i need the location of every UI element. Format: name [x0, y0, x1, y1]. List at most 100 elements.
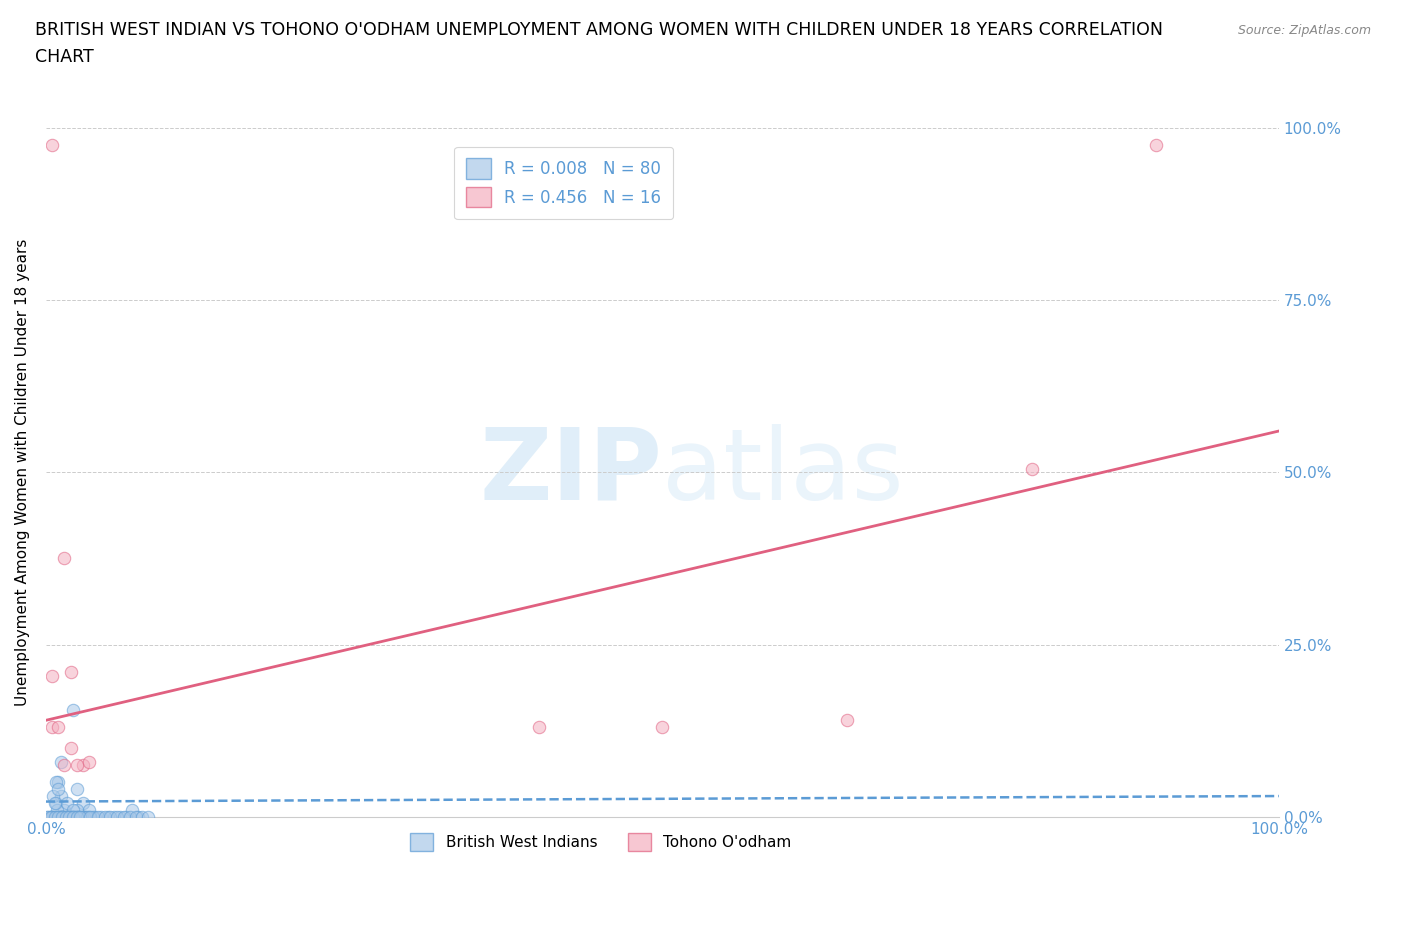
Point [41, 138, 63, 153]
Point [66, 782, 89, 797]
Point [94, 809, 117, 824]
Point [55, 809, 77, 824]
Point [41, 809, 63, 824]
Point [46, 782, 69, 797]
Point [49, 789, 72, 804]
Point [651, 720, 673, 735]
Point [58, 809, 80, 824]
Point [1021, 461, 1043, 476]
Point [51, 809, 73, 824]
Point [136, 809, 159, 824]
Point [59, 809, 82, 824]
Point [77, 809, 100, 824]
Point [46, 809, 69, 824]
Point [75, 809, 97, 824]
Point [1144, 138, 1167, 153]
Point [97, 809, 120, 824]
Point [58, 809, 80, 824]
Point [49, 754, 72, 769]
Point [69, 809, 91, 824]
Point [70, 809, 93, 824]
Point [59, 665, 82, 680]
Point [41, 668, 63, 683]
Text: BRITISH WEST INDIAN VS TOHONO O'ODHAM UNEMPLOYMENT AMONG WOMEN WITH CHILDREN UND: BRITISH WEST INDIAN VS TOHONO O'ODHAM UN… [35, 21, 1163, 39]
Point [527, 720, 550, 735]
Point [44, 809, 66, 824]
Point [77, 754, 100, 769]
Text: CHART: CHART [35, 48, 94, 66]
Point [53, 803, 76, 817]
Point [72, 809, 94, 824]
Text: ZIP: ZIP [479, 424, 662, 521]
Point [62, 702, 84, 717]
Point [73, 809, 96, 824]
Point [66, 758, 89, 773]
Point [98, 809, 121, 824]
Point [56, 809, 79, 824]
Point [76, 809, 98, 824]
Point [62, 803, 84, 817]
Point [65, 809, 87, 824]
Point [45, 795, 67, 810]
Point [38, 809, 60, 824]
Point [131, 809, 153, 824]
Point [53, 758, 76, 773]
Point [66, 809, 89, 824]
Point [90, 809, 112, 824]
Point [837, 713, 859, 728]
Point [69, 809, 91, 824]
Point [44, 795, 66, 810]
Point [66, 803, 89, 817]
Point [127, 809, 149, 824]
Point [42, 809, 65, 824]
Point [72, 758, 94, 773]
Point [41, 720, 63, 735]
Point [107, 809, 129, 824]
Point [67, 809, 90, 824]
Point [66, 809, 89, 824]
Point [59, 740, 82, 755]
Text: atlas: atlas [662, 424, 904, 521]
Point [39, 809, 62, 824]
Point [46, 775, 69, 790]
Point [125, 809, 148, 824]
Point [37, 809, 59, 824]
Point [56, 809, 79, 824]
Point [62, 809, 84, 824]
Point [48, 809, 70, 824]
Point [62, 809, 84, 824]
Point [55, 809, 77, 824]
Point [112, 809, 135, 824]
Point [60, 809, 83, 824]
Point [63, 809, 86, 824]
Point [52, 809, 75, 824]
Point [45, 775, 67, 790]
Text: Source: ZipAtlas.com: Source: ZipAtlas.com [1237, 24, 1371, 37]
Point [41, 809, 63, 824]
Point [77, 803, 100, 817]
Point [72, 795, 94, 810]
Point [39, 809, 62, 824]
Point [82, 809, 104, 824]
Point [84, 809, 107, 824]
Point [56, 809, 79, 824]
Point [79, 809, 101, 824]
Point [56, 795, 79, 810]
Point [121, 803, 143, 817]
Point [53, 809, 76, 824]
Point [51, 809, 73, 824]
Point [49, 809, 72, 824]
Point [48, 809, 70, 824]
Point [108, 809, 131, 824]
Point [42, 789, 65, 804]
Point [45, 809, 67, 824]
Point [46, 803, 69, 817]
Point [53, 551, 76, 565]
Point [87, 809, 110, 824]
Point [118, 809, 141, 824]
Point [115, 809, 138, 824]
Y-axis label: Unemployment Among Women with Children Under 18 years: Unemployment Among Women with Children U… [15, 239, 30, 706]
Point [37, 809, 59, 824]
Point [103, 809, 125, 824]
Point [52, 809, 75, 824]
